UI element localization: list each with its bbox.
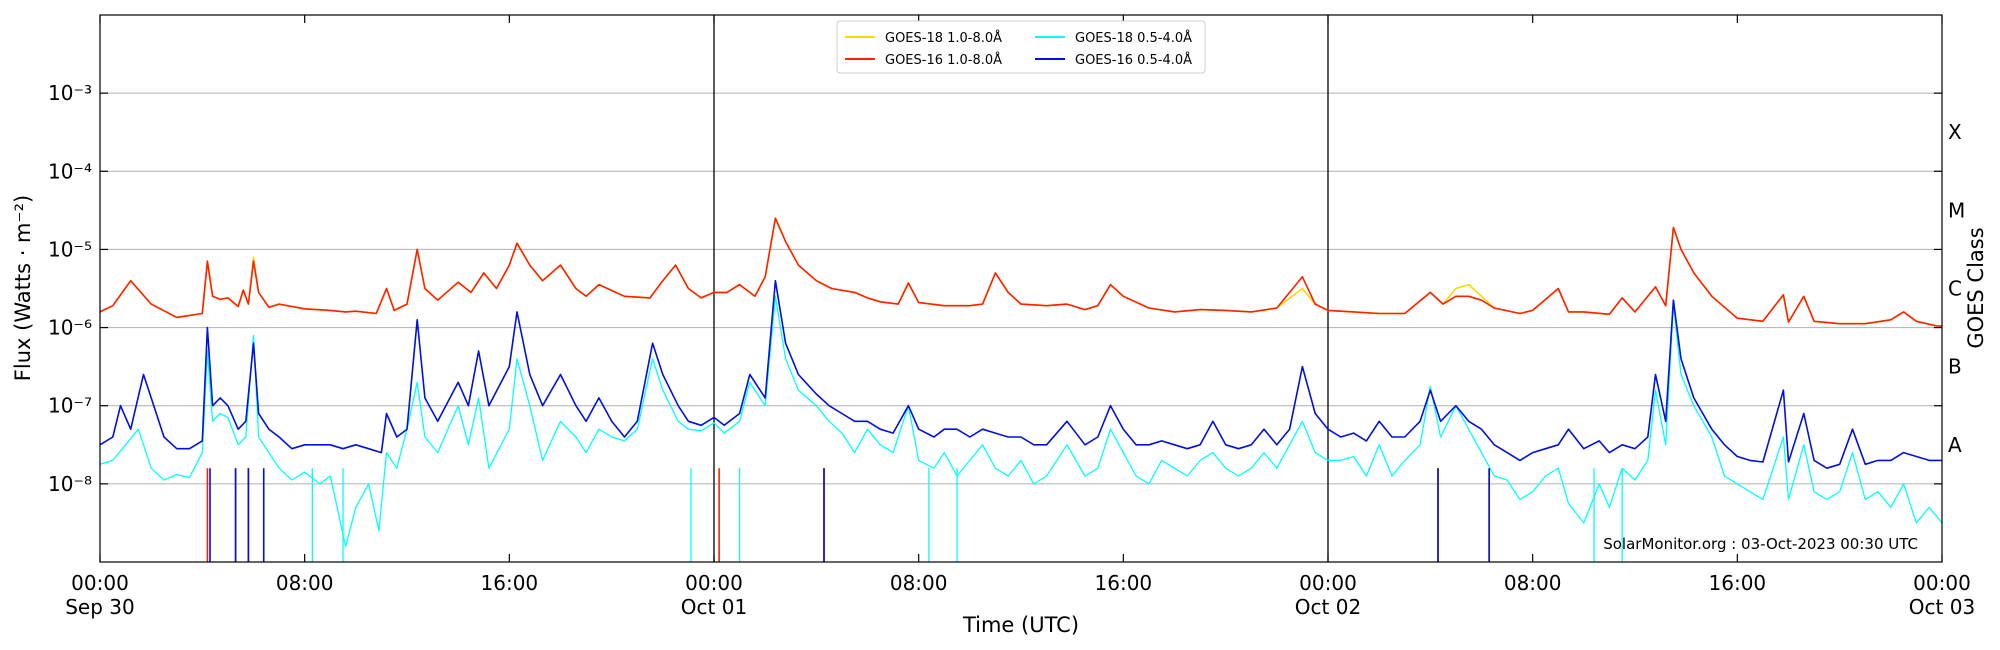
x-tick-label: 00:00 — [685, 571, 743, 595]
series-line-3 — [99, 279, 1942, 469]
goes-class-label-c: C — [1948, 277, 1962, 301]
legend-label: GOES-18 0.5-4.0Å — [1075, 30, 1192, 46]
series-lines — [99, 217, 1943, 562]
goes-class-label-m: M — [1948, 198, 1965, 222]
x-tick-date-label: Oct 02 — [1295, 595, 1361, 619]
credit-text: SolarMonitor.org : 03-Oct-2023 00:30 UTC — [1603, 535, 1918, 553]
plot-area — [100, 15, 1942, 562]
goes-class-label-x: X — [1948, 120, 1962, 144]
x-tick-label: 08:00 — [1504, 571, 1562, 595]
legend-label: GOES-18 1.0-8.0Å — [885, 30, 1002, 46]
x-tick-label: 08:00 — [890, 571, 948, 595]
y-tick-label: 10⁻⁷ — [48, 394, 92, 418]
grid-lines — [100, 92, 1942, 485]
legend: GOES-18 1.0-8.0Å GOES-18 0.5-4.0Å GOES-16 … — [836, 20, 1206, 74]
x-tick-label: 16:00 — [481, 571, 539, 595]
x-tick-date-label: Oct 01 — [681, 595, 747, 619]
legend-label: GOES-16 0.5-4.0Å — [1075, 52, 1192, 68]
goes-class-label-b: B — [1948, 355, 1962, 379]
x-tick-label: 00:00 — [71, 571, 129, 595]
y-tick-label: 10⁻⁵ — [48, 237, 92, 261]
right-axis-title: GOES Class — [1964, 227, 1988, 348]
legend-entries: GOES-18 1.0-8.0Å GOES-18 0.5-4.0Å GOES-16 … — [845, 30, 1192, 68]
x-tick-label: 00:00 — [1913, 571, 1971, 595]
x-tick-label: 00:00 — [1299, 571, 1357, 595]
y-tick-label: 10⁻⁶ — [48, 316, 92, 340]
y-axis-title: Flux (Watts · m⁻²) — [11, 195, 35, 381]
y-axis-ticks: 10⁻⁸ 10⁻⁷ 10⁻⁶ 10⁻⁵ 10⁻⁴ 10⁻³ — [48, 81, 1942, 496]
legend-box — [836, 20, 1206, 74]
y-tick-label: 10⁻³ — [48, 81, 92, 105]
x-tick-date-label: Sep 30 — [65, 595, 135, 619]
goes-class-labels: A B C M X — [1948, 120, 1965, 457]
day-separators — [713, 15, 1329, 562]
legend-label: GOES-16 1.0-8.0Å — [885, 52, 1002, 68]
x-tick-date-label: Oct 03 — [1909, 595, 1975, 619]
x-tick-label: 16:00 — [1709, 571, 1767, 595]
x-tick-label: 16:00 — [1095, 571, 1153, 595]
y-tick-label: 10⁻⁴ — [48, 159, 92, 183]
plot-frame — [99, 14, 1943, 563]
series-line-1 — [99, 217, 1942, 327]
y-tick-label: 10⁻⁸ — [48, 472, 92, 496]
goes-class-label-a: A — [1948, 433, 1962, 457]
series-line-2 — [99, 295, 1943, 548]
x-tick-label: 08:00 — [276, 571, 334, 595]
x-axis-title: Time (UTC) — [962, 613, 1079, 637]
